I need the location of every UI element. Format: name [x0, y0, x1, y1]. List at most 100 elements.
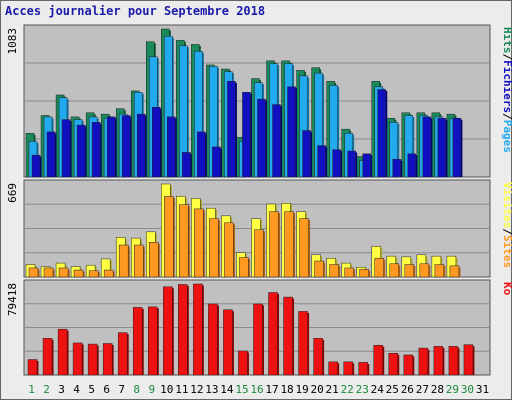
- legend-hits-files-pages: Hits/Fichiers/Pages: [501, 27, 512, 153]
- bar-pages-day-10: [167, 116, 176, 178]
- bar-sites-day-8: [133, 244, 144, 278]
- bar-sites-day-18: [284, 211, 294, 278]
- bar-ko-day-9: [148, 306, 158, 376]
- bar-sites-day-6: [103, 269, 114, 278]
- bar-pages-day-22: [347, 150, 356, 178]
- bar-pages-day-9: [152, 107, 161, 178]
- bar-pages-day-12: [197, 131, 206, 178]
- bar-pages-day-27: [422, 116, 432, 178]
- x-tick-label-day-4: 4: [73, 383, 80, 396]
- bar-sites-day-15: [239, 257, 249, 278]
- bar-ko-day-13: [208, 303, 218, 376]
- x-tick-label-day-25: 25: [386, 383, 399, 396]
- bar-ko-day-14: [223, 309, 233, 376]
- legend-entry: Pages: [501, 120, 512, 153]
- bar-ko-day-23: [358, 362, 368, 376]
- bar-sites-day-23: [359, 269, 369, 278]
- bar-pages-day-1: [31, 154, 41, 178]
- x-tick-label-day-20: 20: [311, 383, 324, 396]
- legend-entry: /: [501, 54, 512, 61]
- bar-sites-day-16: [254, 229, 264, 278]
- bar-sites-day-17: [269, 211, 279, 278]
- legend-entry: Visites: [501, 182, 512, 228]
- x-tick-label-day-10: 10: [160, 383, 173, 396]
- bar-ko-day-22: [343, 361, 353, 376]
- bar-pages-day-26: [407, 153, 417, 178]
- bar-ko-day-5: [87, 343, 98, 376]
- x-tick-label-day-12: 12: [190, 383, 203, 396]
- bar-ko-day-18: [283, 296, 293, 376]
- legend-entry: Ko: [501, 282, 512, 296]
- bar-pages-day-29: [452, 117, 462, 178]
- bar-sites-day-26: [404, 264, 415, 278]
- bar-pages-day-16: [257, 98, 266, 178]
- bar-sites-day-27: [419, 263, 430, 278]
- bar-ko-day-27: [418, 347, 429, 376]
- bar-sites-day-7: [118, 244, 129, 278]
- bar-pages-day-24: [377, 89, 386, 178]
- bar-pages-day-7: [121, 115, 131, 178]
- x-tick-label-day-15: 15: [235, 383, 248, 396]
- x-tick-label-day-18: 18: [280, 383, 293, 396]
- bar-ko-day-24: [373, 344, 383, 376]
- bar-ko-day-2: [42, 338, 53, 376]
- bar-ko-day-15: [238, 350, 248, 376]
- x-tick-label-day-11: 11: [175, 383, 188, 396]
- bar-ko-day-30: [463, 344, 474, 376]
- bar-sites-day-14: [224, 222, 234, 278]
- x-tick-label-day-29: 29: [446, 383, 459, 396]
- bar-sites-day-9: [149, 241, 159, 278]
- bar-pages-day-17: [272, 104, 281, 178]
- bar-pages-day-5: [91, 122, 101, 178]
- bar-ko-day-20: [313, 338, 323, 376]
- legend-kb: Ko: [501, 282, 512, 296]
- bar-pages-day-14: [227, 81, 236, 178]
- x-tick-label-day-23: 23: [356, 383, 369, 396]
- x-tick-label-day-3: 3: [58, 383, 65, 396]
- legend-entry: /: [501, 113, 512, 120]
- bar-sites-day-29: [449, 265, 460, 278]
- bar-sites-day-2: [43, 267, 54, 278]
- x-tick-label-day-1: 1: [28, 383, 35, 396]
- y-max-label-kb: 79418: [6, 283, 19, 316]
- bar-ko-day-19: [298, 311, 308, 376]
- x-tick-label-day-28: 28: [431, 383, 444, 396]
- bar-sites-day-3: [58, 267, 69, 278]
- bar-sites-day-5: [88, 270, 99, 278]
- bar-ko-day-8: [132, 307, 143, 376]
- bar-ko-day-17: [268, 292, 278, 376]
- bar-ko-day-26: [403, 354, 414, 376]
- x-tick-label-day-22: 22: [341, 383, 354, 396]
- x-tick-label-day-27: 27: [416, 383, 429, 396]
- bar-pages-day-25: [392, 158, 402, 178]
- bar-pages-day-19: [302, 130, 311, 178]
- bar-sites-day-10: [164, 196, 174, 278]
- x-tick-label-day-21: 21: [326, 383, 339, 396]
- legend-entry: Fichiers: [501, 60, 512, 113]
- legend-entry: Sites: [501, 235, 512, 268]
- bar-ko-day-3: [57, 328, 68, 376]
- x-tick-label-day-24: 24: [371, 383, 385, 396]
- bar-pages-day-8: [136, 113, 146, 178]
- legend-entry: Hits: [501, 27, 512, 54]
- bar-ko-day-4: [72, 342, 83, 376]
- bar-sites-day-11: [179, 204, 189, 278]
- bar-pages-day-18: [287, 86, 296, 178]
- x-tick-label-day-9: 9: [148, 383, 155, 396]
- bar-sites-day-19: [299, 218, 309, 278]
- x-tick-label-day-8: 8: [133, 383, 140, 396]
- bar-sites-day-21: [329, 264, 339, 278]
- bar-pages-day-20: [317, 145, 326, 178]
- bar-ko-day-21: [328, 361, 338, 376]
- legend-entry: /: [501, 228, 512, 235]
- bar-ko-day-12: [193, 283, 203, 376]
- bar-sites-day-13: [209, 218, 219, 278]
- bar-pages-day-3: [61, 119, 71, 178]
- x-tick-label-day-30: 30: [461, 383, 474, 396]
- bar-ko-day-1: [27, 359, 38, 376]
- bar-ko-day-10: [163, 286, 173, 376]
- bar-ko-day-7: [117, 332, 128, 376]
- bar-ko-day-28: [433, 346, 444, 376]
- bar-sites-day-1: [28, 267, 39, 278]
